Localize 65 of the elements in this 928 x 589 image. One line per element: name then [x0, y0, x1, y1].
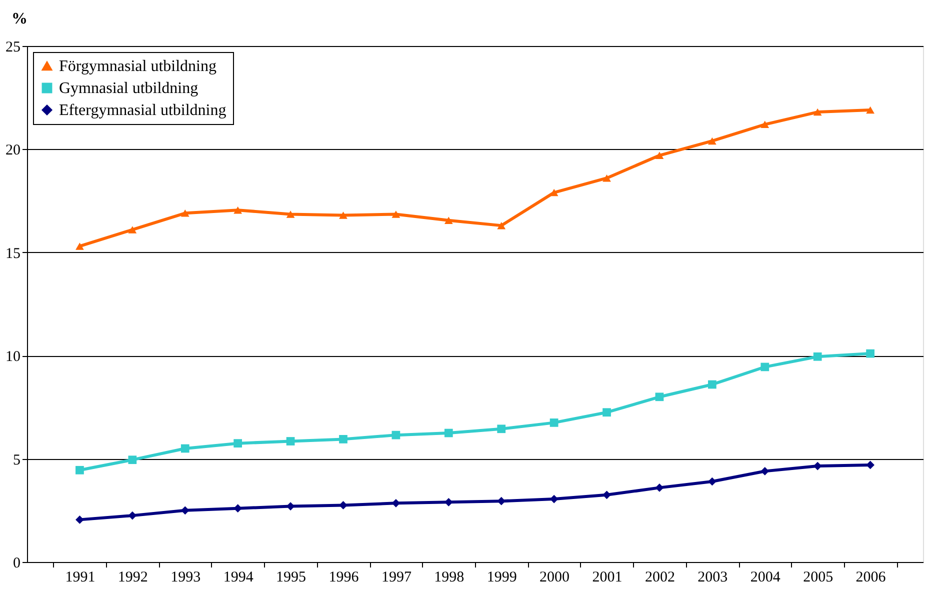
x-tick-label: 2002 [644, 570, 675, 586]
legend-label: Gymnasial utbildning [59, 80, 198, 97]
x-tick-label: 1995 [276, 570, 306, 586]
point [180, 506, 190, 515]
y-tick-label: 15 [6, 246, 20, 262]
point [708, 380, 716, 389]
legend-label: Förgymnasial utbildning [59, 58, 216, 75]
point [339, 501, 348, 510]
x-tick-label: 1998 [434, 570, 464, 586]
point [444, 216, 453, 224]
x-tick-label: 1993 [170, 570, 201, 586]
x-tick-label: 2003 [698, 570, 728, 586]
point [655, 484, 664, 492]
x-tick-label: 1996 [328, 570, 360, 586]
point [180, 444, 190, 453]
point [286, 210, 295, 218]
point [760, 467, 770, 476]
x-tick-label: 2005 [803, 570, 834, 586]
point [602, 490, 611, 500]
x-tick-label: 2006 [856, 570, 886, 586]
point [76, 516, 84, 524]
x-tick-label: 1991 [65, 570, 96, 586]
point [497, 424, 506, 434]
point [392, 430, 400, 440]
x-tick-label: 1994 [223, 570, 254, 586]
point [180, 210, 190, 217]
point [76, 466, 84, 474]
point [602, 174, 611, 182]
point [234, 439, 242, 448]
x-tick-label: 1992 [118, 570, 148, 586]
x-tick-label: 2004 [750, 570, 781, 586]
x-tick-label: 1999 [486, 570, 517, 586]
point [708, 137, 716, 145]
point [866, 460, 874, 470]
point [813, 352, 822, 361]
point [339, 212, 348, 219]
x-tick-label: 2000 [540, 570, 570, 586]
point [813, 108, 822, 116]
point [760, 362, 770, 372]
x-tick-label: 1997 [381, 570, 412, 586]
point [550, 188, 558, 196]
point [655, 152, 664, 160]
y-tick-label: 0 [13, 556, 20, 572]
point [234, 206, 242, 214]
point [655, 392, 664, 402]
y-tick-label: 25 [6, 40, 20, 56]
y-axis-title: % [12, 10, 28, 28]
point [128, 456, 137, 464]
point [866, 106, 874, 114]
point [760, 120, 770, 128]
point [286, 437, 295, 446]
y-tick-label: 5 [13, 452, 20, 468]
point [497, 222, 506, 230]
point [76, 242, 84, 250]
point [602, 408, 611, 417]
point [866, 349, 874, 358]
legend-label: Eftergymnasial utbildning [59, 102, 226, 119]
point [392, 210, 400, 218]
y-tick-label: 10 [6, 349, 20, 366]
point [444, 428, 453, 438]
x-tick-label: 2001 [592, 570, 622, 586]
point [339, 435, 348, 444]
point [550, 418, 558, 427]
point [128, 226, 137, 234]
y-tick-label: 20 [6, 142, 20, 159]
